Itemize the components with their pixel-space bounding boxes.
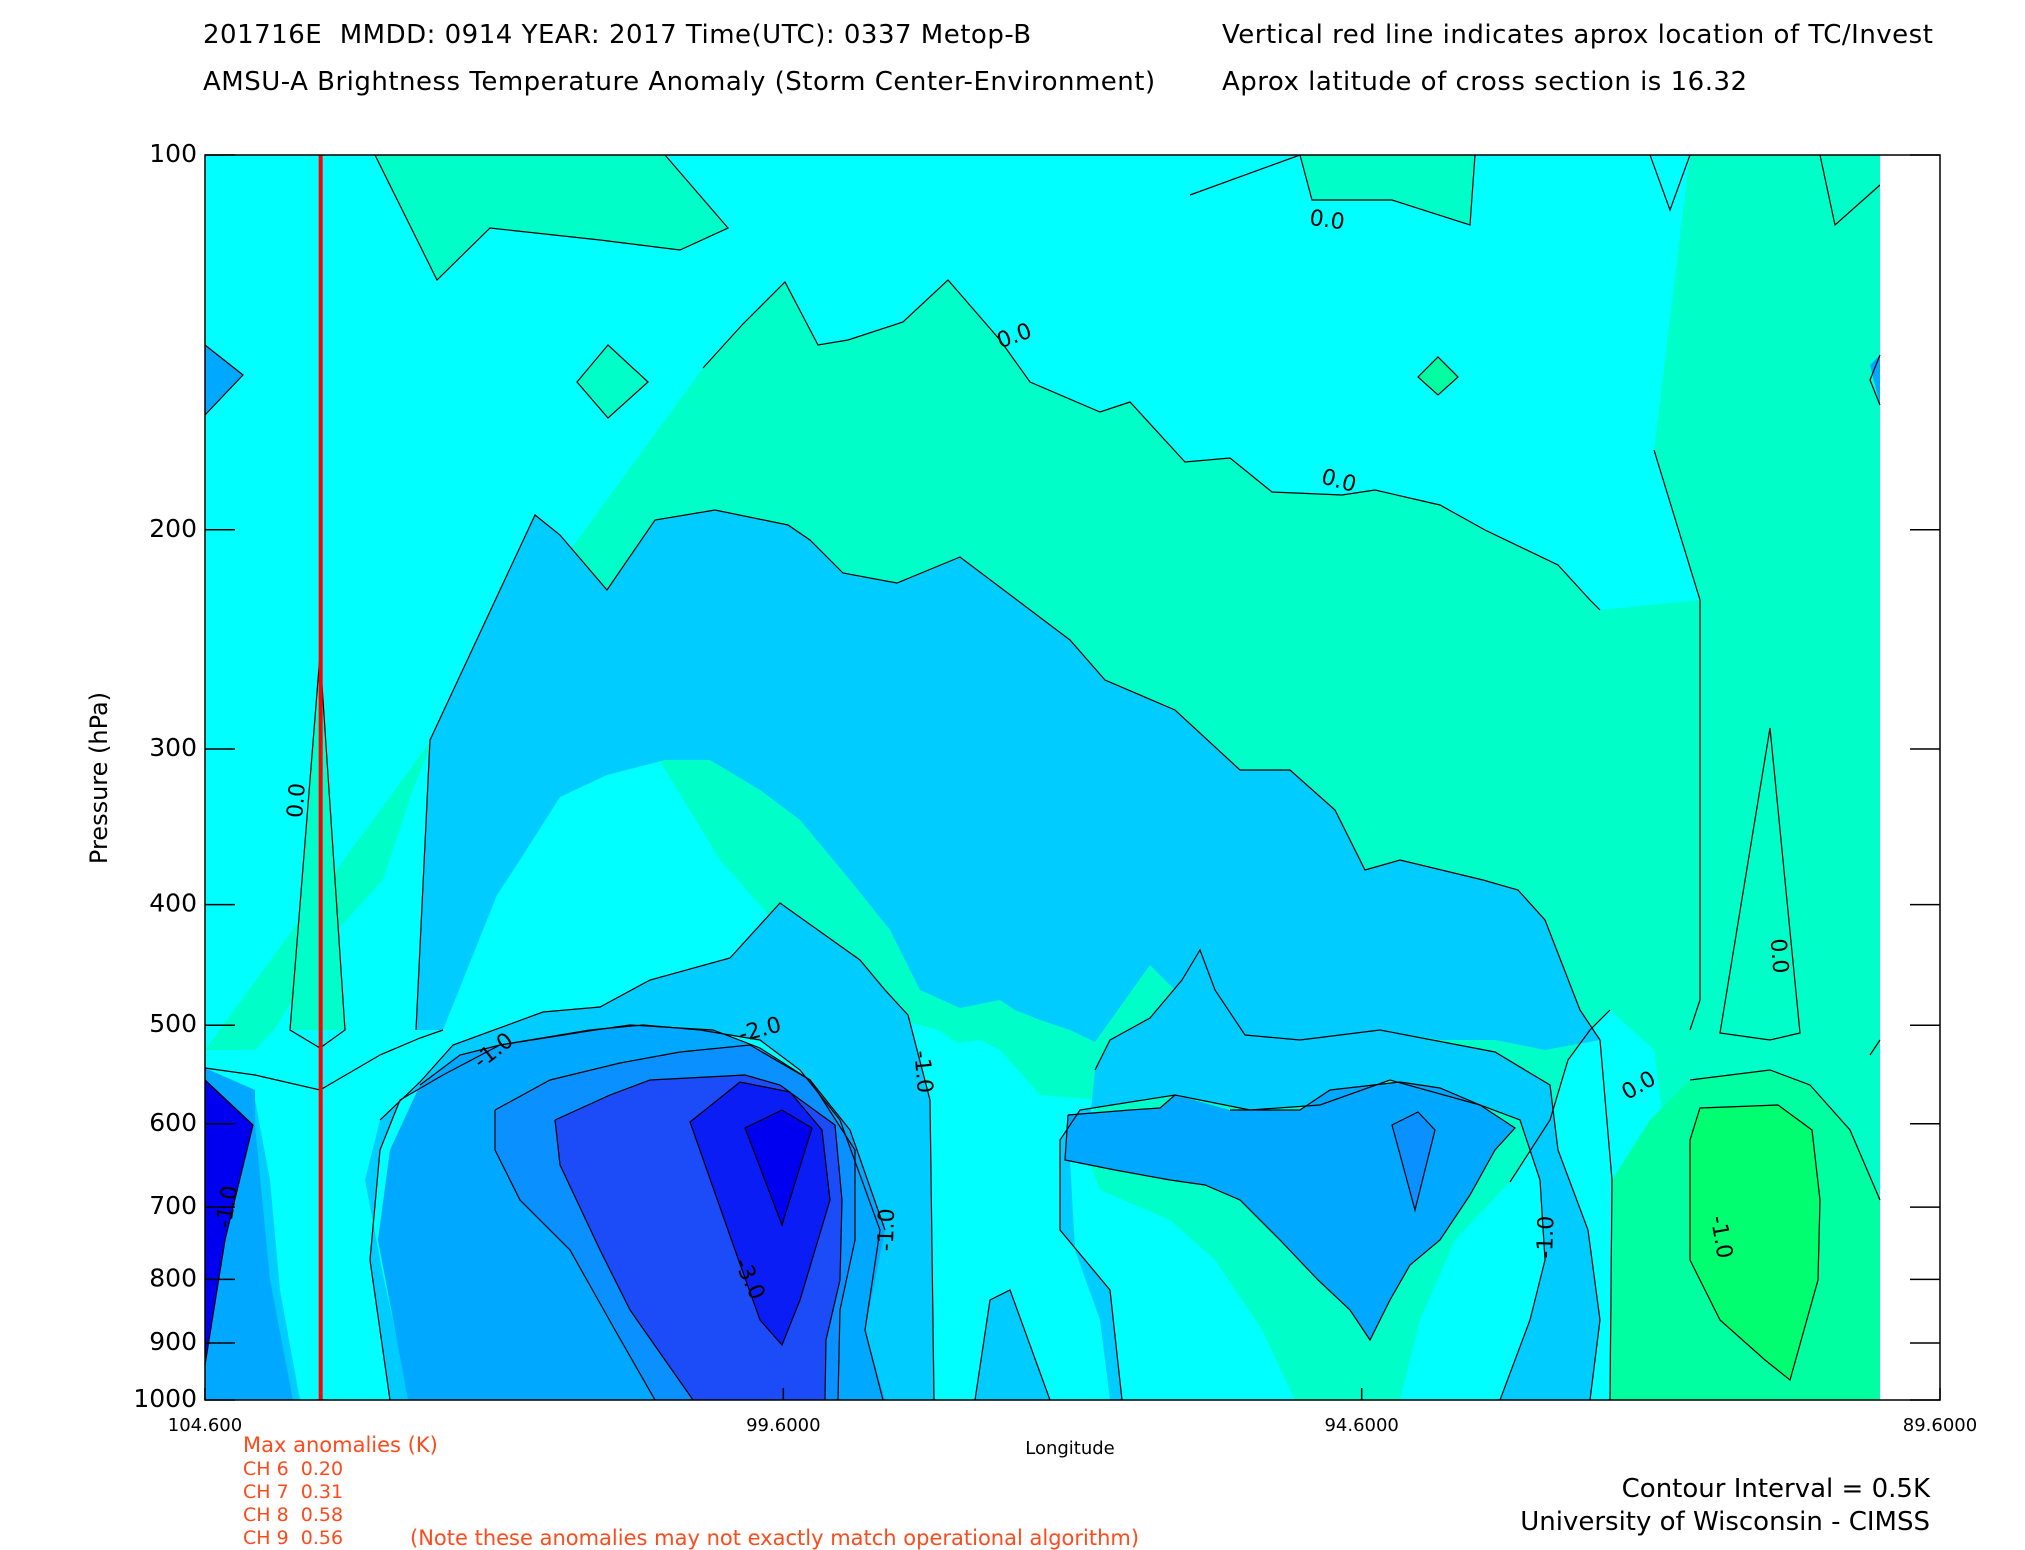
contour-region-small-cold-right xyxy=(1392,1112,1435,1210)
y-tick-label-800: 800 xyxy=(149,1263,197,1292)
y-tick-label-400: 400 xyxy=(149,889,197,918)
contour-region-cold-level35 xyxy=(745,1110,812,1225)
x-axis: 104.600 99.6000 94.6000 89.6000 xyxy=(168,1388,1977,1436)
channel-anomaly-7: CH 7 0.31 xyxy=(243,1481,344,1503)
contour-line-20 xyxy=(369,1024,884,1401)
y-tick-label-500: 500 xyxy=(149,1009,197,1038)
contour-line-19 xyxy=(1094,948,1601,1401)
contour-fills xyxy=(205,155,1940,1400)
y-tick-label-900: 900 xyxy=(149,1327,197,1356)
contour-lines xyxy=(204,154,1881,1401)
contour-labels: 0.00.00.00.00.00.0-1.0 -1.0-1.0 -1.0 -1.0-1… xyxy=(212,206,1793,1304)
institution-credit: University of Wisconsin - CIMSS xyxy=(1520,1507,1930,1537)
contour-line-22 xyxy=(1059,1079,1546,1401)
y-tick-label-600: 600 xyxy=(149,1108,197,1137)
contour-line-16 xyxy=(204,1029,444,1091)
contour-line-36 xyxy=(1869,1039,1881,1056)
y-tick-label-100: 100 xyxy=(149,139,197,168)
contour-line-1 xyxy=(374,154,729,282)
contour-region-small-cold-right-edge xyxy=(1870,355,1880,405)
contour-line-26 xyxy=(494,1044,856,1401)
contour-line-17 xyxy=(415,509,1601,1041)
y-tick-label-1000: 1000 xyxy=(133,1384,197,1413)
contour-interval: Contour Interval = 0.5K xyxy=(1621,1474,1930,1504)
contour-line-35 xyxy=(1869,354,1881,406)
contour-line-3 xyxy=(1189,154,1301,196)
x-axis-label: Longitude xyxy=(1025,1438,1115,1459)
contour-line-15 xyxy=(1509,1009,1611,1183)
contour-line-14 xyxy=(1599,1039,1613,1401)
contour-region-warm-cap-topright xyxy=(1300,155,1475,225)
contour-line-29 xyxy=(554,1119,694,1401)
contour-line-33 xyxy=(1391,1111,1436,1213)
contour-line-6 xyxy=(1819,154,1881,227)
x-tick-label-104.600: 104.600 xyxy=(168,1415,242,1436)
contour-line-30 xyxy=(689,1081,831,1347)
contour-line-7 xyxy=(576,344,649,419)
contour-region-warm-spike-storm xyxy=(290,655,345,1030)
contour-region-right-strip xyxy=(1880,155,1940,1400)
contour-line-8 xyxy=(1417,356,1459,396)
title-line1-right: Vertical red line indicates aprox locati… xyxy=(1222,20,1934,50)
contour-line-13 xyxy=(1653,449,1701,1031)
contour-line-18 xyxy=(379,902,935,1401)
contour-label-9: -1.0 xyxy=(874,1208,900,1252)
channel-anomaly-8: CH 8 0.58 xyxy=(243,1504,344,1526)
contour-region-warm-cap-left xyxy=(375,155,728,280)
contour-line-23 xyxy=(1067,1094,1176,1116)
contour-line-25 xyxy=(419,1024,886,1231)
anomaly-note: (Note these anomalies may not exactly ma… xyxy=(410,1526,1140,1550)
title-line1-left: 201716E MMDD: 0914 YEAR: 2017 Time(UTC):… xyxy=(203,20,1032,50)
y-tick-label-200: 200 xyxy=(149,514,197,543)
contour-region-warm-diamond-left xyxy=(577,345,648,418)
contour-line-24 xyxy=(1064,1081,1516,1342)
contour-region-cold-band-upper xyxy=(416,510,1600,1050)
contour-line-31 xyxy=(744,1109,813,1227)
contour-line-12 xyxy=(1689,1104,1821,1382)
contour-region-warm-spike-right xyxy=(1720,728,1800,1033)
contour-region-warm-core-inner xyxy=(1690,1105,1820,1380)
contour-line-2 xyxy=(702,279,1601,611)
y-axis-label: Pressure (hPa) xyxy=(85,692,113,864)
x-tick-label-94.6000: 94.6000 xyxy=(1324,1415,1398,1436)
y-axis: 100 200 300 400 500 600 700 800 900 1000 xyxy=(133,139,1940,1413)
contour-line-28 xyxy=(554,1074,843,1401)
contour-label-8: -1.0 xyxy=(908,1049,937,1094)
plot-frame xyxy=(204,154,1941,1401)
channel-anomaly-9: CH 9 0.56 xyxy=(243,1527,344,1549)
max-anomalies-title: Max anomalies (K) xyxy=(243,1433,438,1457)
x-tick-label-89.6000: 89.6000 xyxy=(1903,1415,1977,1436)
contour-line-10 xyxy=(1719,727,1801,1041)
contour-label-5: 0.0 xyxy=(1765,938,1793,975)
contour-label-10: -1.0 xyxy=(1533,1215,1559,1259)
contour-line-34 xyxy=(204,344,244,416)
y-tick-label-700: 700 xyxy=(149,1191,197,1220)
title-line2-right: Aprox latitude of cross section is 16.32 xyxy=(1222,67,1748,97)
contour-line-11 xyxy=(1689,1069,1881,1201)
contour-region-cold-band-mid xyxy=(205,903,1600,1400)
contour-region-small-cold-left-edge xyxy=(205,345,243,415)
contour-label-4: 0.0 xyxy=(283,782,311,819)
x-tick-label-99.6000: 99.6000 xyxy=(746,1415,820,1436)
y-tick-label-300: 300 xyxy=(149,733,197,762)
contour-line-32 xyxy=(204,1079,254,1366)
contour-line-4 xyxy=(1299,154,1476,226)
contour-label-1: 0.0 xyxy=(1308,206,1346,236)
title-line2-left: AMSU-A Brightness Temperature Anomaly (S… xyxy=(203,67,1156,97)
channel-anomaly-6: CH 6 0.20 xyxy=(243,1458,344,1480)
contour-line-21 xyxy=(974,1289,1051,1401)
contour-line-27 xyxy=(494,1110,656,1401)
contour-line-5 xyxy=(1649,154,1691,212)
